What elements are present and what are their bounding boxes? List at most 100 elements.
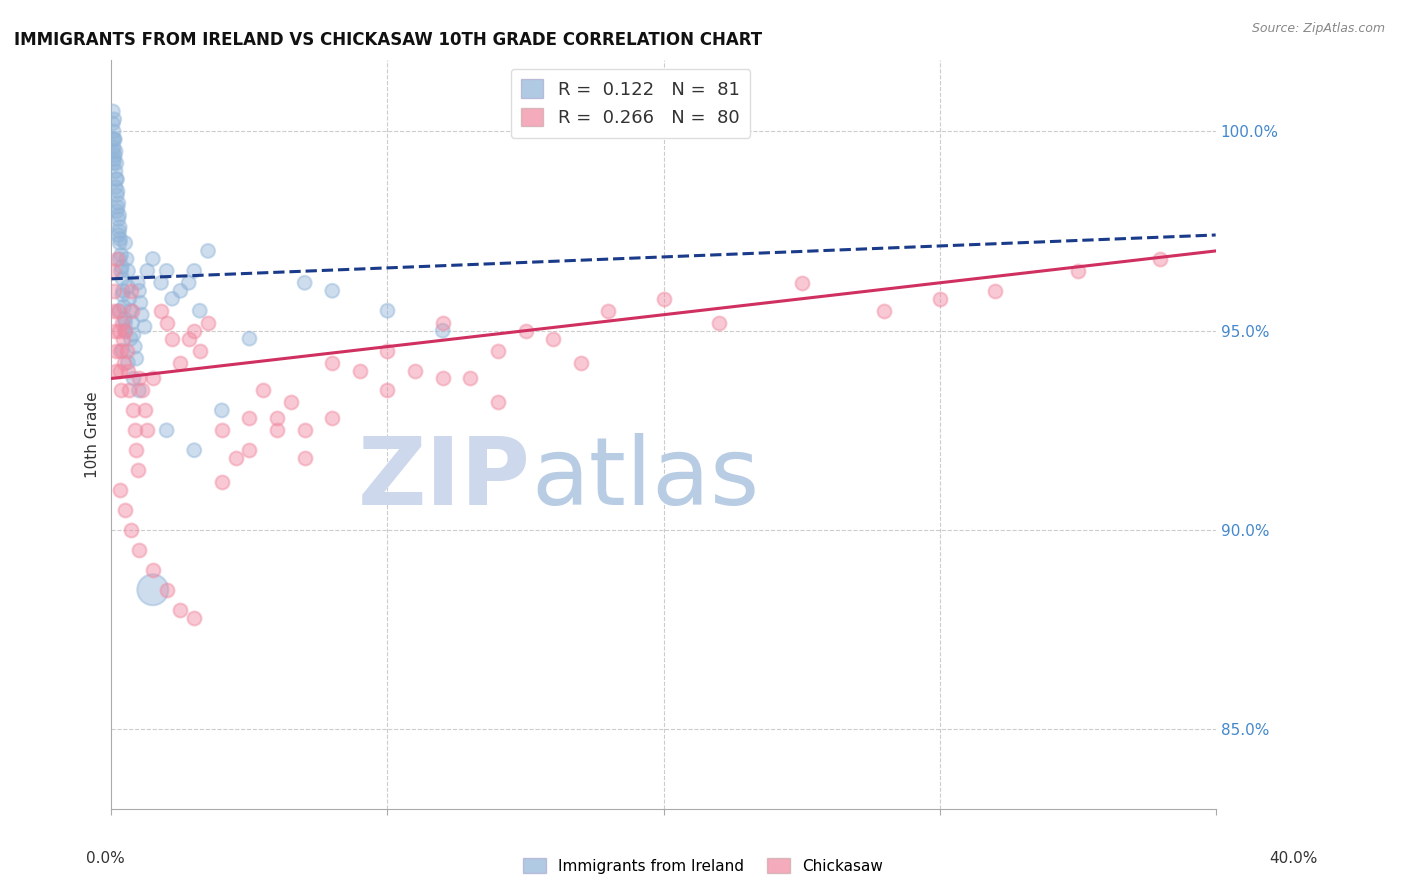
Point xyxy=(114,503,136,517)
Point xyxy=(129,295,152,310)
Text: ZIP: ZIP xyxy=(359,434,531,525)
Point xyxy=(156,264,179,278)
Point xyxy=(122,327,145,342)
Point xyxy=(377,384,399,398)
Point xyxy=(117,280,139,294)
Point xyxy=(115,252,138,266)
Point xyxy=(377,303,399,318)
Point xyxy=(238,332,260,346)
Point xyxy=(111,260,134,274)
Point xyxy=(128,542,150,557)
Point xyxy=(118,292,141,306)
Point xyxy=(103,132,125,146)
Point xyxy=(432,316,454,330)
Point xyxy=(108,252,131,266)
Point xyxy=(107,200,129,214)
Point xyxy=(177,276,200,290)
Point xyxy=(121,316,143,330)
Point xyxy=(160,332,183,346)
Point xyxy=(142,563,165,577)
Point xyxy=(103,112,125,127)
Point xyxy=(225,451,247,466)
Point xyxy=(103,153,125,167)
Point xyxy=(211,423,233,437)
Point xyxy=(169,603,191,617)
Point xyxy=(104,343,127,358)
Point xyxy=(101,145,124,159)
Point xyxy=(110,384,132,398)
Point xyxy=(114,316,136,330)
Point xyxy=(142,582,165,597)
Point xyxy=(108,208,131,222)
Point xyxy=(108,303,131,318)
Point xyxy=(321,411,343,425)
Point xyxy=(928,292,950,306)
Point xyxy=(294,423,316,437)
Point xyxy=(104,132,127,146)
Text: atlas: atlas xyxy=(531,434,759,525)
Point xyxy=(110,232,132,246)
Point xyxy=(183,324,205,338)
Point xyxy=(294,451,316,466)
Point xyxy=(120,303,142,318)
Point xyxy=(124,423,146,437)
Point xyxy=(211,403,233,417)
Point xyxy=(111,316,134,330)
Point xyxy=(266,423,288,437)
Point xyxy=(124,340,146,354)
Point xyxy=(112,355,135,369)
Point xyxy=(177,332,200,346)
Point xyxy=(107,212,129,227)
Point xyxy=(598,303,620,318)
Point xyxy=(105,172,128,186)
Point xyxy=(150,303,173,318)
Point xyxy=(111,287,134,301)
Point xyxy=(104,324,127,338)
Point xyxy=(108,343,131,358)
Point xyxy=(984,284,1007,298)
Point xyxy=(136,264,159,278)
Point xyxy=(197,316,219,330)
Point xyxy=(108,324,131,338)
Text: IMMIGRANTS FROM IRELAND VS CHICKASAW 10TH GRADE CORRELATION CHART: IMMIGRANTS FROM IRELAND VS CHICKASAW 10T… xyxy=(14,31,762,49)
Point xyxy=(121,303,143,318)
Point xyxy=(103,156,125,170)
Point xyxy=(117,355,139,369)
Point xyxy=(110,264,132,278)
Point xyxy=(432,371,454,385)
Point xyxy=(136,423,159,437)
Point xyxy=(107,227,129,242)
Point xyxy=(104,145,127,159)
Point xyxy=(156,582,179,597)
Point xyxy=(104,180,127,194)
Point xyxy=(120,523,142,537)
Point xyxy=(238,443,260,458)
Point xyxy=(105,204,128,219)
Point xyxy=(142,371,165,385)
Y-axis label: 10th Grade: 10th Grade xyxy=(86,391,100,477)
Point xyxy=(117,363,139,377)
Point xyxy=(120,284,142,298)
Point xyxy=(105,156,128,170)
Point xyxy=(105,363,128,377)
Point xyxy=(120,332,142,346)
Point xyxy=(128,384,150,398)
Point xyxy=(101,116,124,130)
Point xyxy=(188,303,211,318)
Point xyxy=(103,303,125,318)
Point xyxy=(169,355,191,369)
Point xyxy=(432,324,454,338)
Point xyxy=(252,384,274,398)
Legend: R =  0.122   N =  81, R =  0.266   N =  80: R = 0.122 N = 81, R = 0.266 N = 80 xyxy=(510,69,751,138)
Point xyxy=(122,371,145,385)
Text: 0.0%: 0.0% xyxy=(86,851,125,865)
Point xyxy=(131,384,153,398)
Legend: Immigrants from Ireland, Chickasaw: Immigrants from Ireland, Chickasaw xyxy=(517,852,889,880)
Point xyxy=(111,343,134,358)
Point xyxy=(127,463,149,477)
Point xyxy=(280,395,302,409)
Point xyxy=(128,371,150,385)
Point xyxy=(569,355,592,369)
Point xyxy=(114,324,136,338)
Point xyxy=(105,252,128,266)
